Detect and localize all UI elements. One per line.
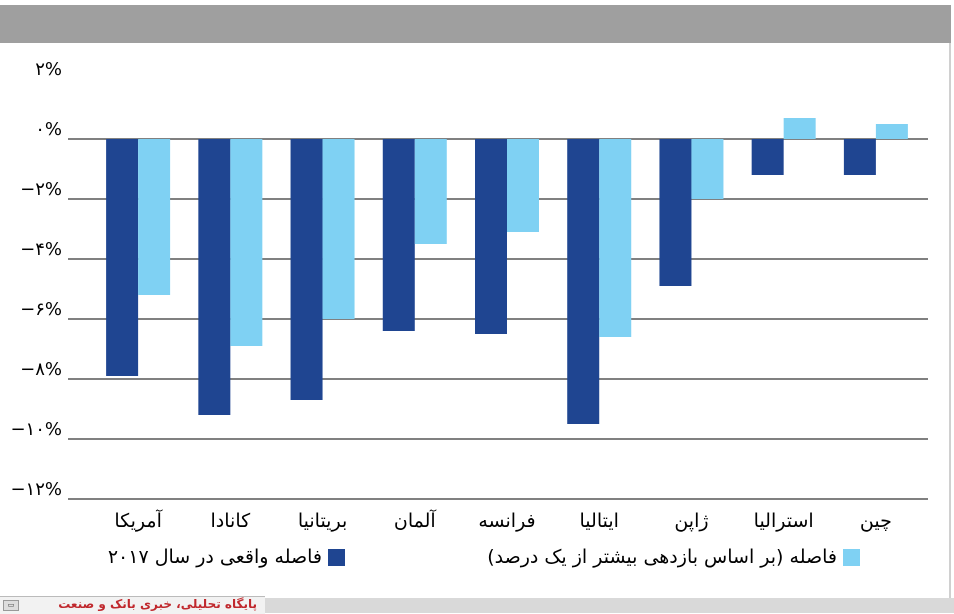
x-tick-label: کانادا xyxy=(211,510,252,532)
bar-target-gap xyxy=(783,118,816,139)
legend-label-actual-gap: فاصله واقعی در سال ۲۰۱۷ xyxy=(107,546,322,568)
flag-icon: ▭ xyxy=(3,600,19,611)
x-tick-label: ایتالیا xyxy=(580,510,619,532)
bar-target-gap xyxy=(230,139,263,346)
logo-text: پایگاه تحلیلی، خبری بانک و صنعت xyxy=(58,597,257,611)
x-tick-label: ژاپن xyxy=(674,510,708,532)
y-tick-label: −۴% xyxy=(20,239,62,260)
x-tick-label: فرانسه xyxy=(478,510,535,532)
bar-target-gap xyxy=(691,139,724,199)
y-tick-label: −۱۲% xyxy=(10,479,62,500)
frame-edge xyxy=(949,43,951,598)
bar-target-gap xyxy=(138,139,171,295)
x-tick-label: آلمان xyxy=(394,508,437,532)
legend-item-target-gap: فاصله (بر اساس بازدهی بیشتر از یک درصد) xyxy=(487,546,860,568)
legend-swatch-light xyxy=(843,548,860,566)
bar-actual-gap xyxy=(290,139,323,400)
x-tick-label: استرالیا xyxy=(754,510,814,532)
bar-target-gap xyxy=(322,139,355,319)
legend-swatch-dark xyxy=(328,548,345,566)
y-tick-label: −۲% xyxy=(20,179,62,200)
bar-actual-gap xyxy=(198,139,231,415)
bar-actual-gap xyxy=(751,139,784,175)
bar-target-gap xyxy=(414,139,447,244)
bar-target-gap xyxy=(875,124,908,139)
y-tick-label: ۰% xyxy=(35,119,62,140)
header-band xyxy=(0,5,951,43)
bar-target-gap xyxy=(599,139,632,337)
x-tick-label: چین xyxy=(860,510,892,532)
y-tick-label: −۱۰% xyxy=(10,419,62,440)
x-tick-label: آمریکا xyxy=(114,508,162,532)
site-logo[interactable]: ▭ پایگاه تحلیلی، خبری بانک و صنعت xyxy=(0,596,265,614)
bar-actual-gap xyxy=(567,139,600,424)
bar-target-gap xyxy=(507,139,539,232)
bar-actual-gap xyxy=(382,139,415,331)
y-tick-label: −۸% xyxy=(20,359,62,380)
legend-label-target-gap: فاصله (بر اساس بازدهی بیشتر از یک درصد) xyxy=(487,546,837,568)
bar-actual-gap xyxy=(659,139,692,286)
bar-actual-gap xyxy=(106,139,139,376)
y-tick-label: ۲% xyxy=(35,59,62,80)
x-tick-label: بریتانیا xyxy=(298,510,347,532)
legend: فاصله (بر اساس بازدهی بیشتر از یک درصد) … xyxy=(40,546,880,574)
y-tick-label: −۶% xyxy=(20,299,62,320)
bar-actual-gap xyxy=(843,139,876,175)
legend-item-actual-gap: فاصله واقعی در سال ۲۰۱۷ xyxy=(108,546,345,568)
bar-actual-gap xyxy=(475,139,507,334)
